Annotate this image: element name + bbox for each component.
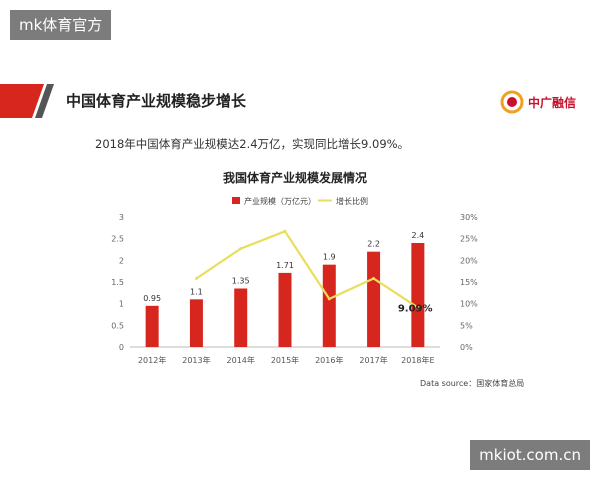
bar-data-label: 2.2 [367,240,380,249]
y-left-tick-label: 2.5 [111,235,124,244]
title-accent-bar [0,84,54,118]
x-tick-label: 2014年 [227,355,255,365]
bar-data-label: 1.35 [232,277,250,286]
bar-data-label: 1.1 [190,287,203,296]
growth-rate-point [372,277,376,281]
logo-mark-icon [500,90,524,114]
y-right-tick-label: 0% [460,343,473,352]
bar [234,288,248,347]
y-right-tick-label: 30% [460,213,478,222]
x-tick-label: 2013年 [182,355,210,365]
growth-rate-point [194,277,198,281]
slide-title: 中国体育产业规模稳步增长 [66,92,247,110]
slide-subtitle: 2018年中国体育产业规模达2.4万亿，实现同比增长9.09%。 [95,137,410,151]
chart-title: 我国体育产业规模发展情况 [223,170,367,185]
y-left-tick-label: 2 [119,256,124,265]
x-tick-label: 2016年 [315,355,343,365]
y-right-tick-label: 5% [460,321,473,330]
growth-rate-line [195,230,419,309]
bar [367,251,381,347]
bar [278,272,292,347]
bar-data-label: 1.9 [323,253,336,262]
bar [145,305,159,347]
legend-label-bar: 产业规模（万亿元） [244,196,316,206]
bar-data-label: 1.71 [276,261,294,270]
y-left-tick-label: 0 [119,343,124,352]
x-tick-label: 2012年 [138,355,166,365]
x-tick-label: 2015年 [271,355,299,365]
growth-rate-point [416,306,420,310]
growth-rate-point [239,247,243,251]
bar-data-label: 2.4 [411,231,424,240]
growth-annotation: 9.09% [398,304,433,315]
growth-rate-point [327,297,331,301]
y-right-tick-label: 10% [460,300,478,309]
growth-rate-point [283,229,287,233]
bar [322,264,336,347]
x-tick-label: 2018年E [401,355,434,365]
bar [189,299,203,347]
x-tick-label: 2017年 [359,355,387,365]
data-source-label: Data source：国家体育总局 [420,378,524,388]
logo-text: 中广融信 [528,96,577,110]
y-right-tick-label: 20% [460,256,478,265]
bar-data-label: 0.95 [143,294,161,303]
y-left-tick-label: 1.5 [111,278,124,287]
y-left-tick-label: 1 [119,300,124,309]
bar [411,243,425,347]
slide-header: 中国体育产业规模稳步增长 中广融信 [0,84,600,118]
y-right-tick-label: 15% [460,278,478,287]
slide: 中国体育产业规模稳步增长 中广融信 2018年中国体育产业规模达2.4万亿，实现… [0,70,600,410]
company-logo: 中广融信 [500,90,590,114]
legend-label-line: 增长比例 [336,196,368,206]
legend-swatch-bar [232,197,240,204]
watermark-top: mk体育官方 [10,10,112,40]
y-left-tick-label: 0.5 [111,321,124,330]
y-right-tick-label: 25% [460,235,478,244]
y-left-tick-label: 3 [119,213,124,222]
watermark-bottom: mkiot.com.cn [470,440,590,470]
